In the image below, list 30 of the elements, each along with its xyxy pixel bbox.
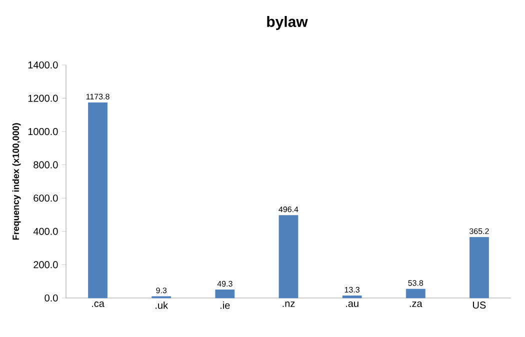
bar <box>406 288 426 298</box>
data-label: 53.8 <box>408 280 424 286</box>
y-tick-label: 0.0 <box>44 294 58 302</box>
y-tick-label: 400.0 <box>33 228 58 235</box>
data-label: 9.3 <box>156 288 167 294</box>
x-tick-label: .nz <box>282 302 295 307</box>
data-label: 13.3 <box>344 286 360 293</box>
data-label: 365.2 <box>469 228 489 234</box>
x-tick-label: .au <box>346 302 358 307</box>
y-tick-label: 1000.0 <box>28 128 58 136</box>
y-axis-title: Frequency index (x100,000) <box>12 123 21 240</box>
y-tick-label: 600.0 <box>34 194 58 202</box>
bar <box>88 102 108 298</box>
bar <box>342 296 362 298</box>
x-tick-label: US <box>473 302 486 309</box>
x-tick-label: .ca <box>92 302 104 307</box>
x-tick-label: .uk <box>156 302 168 309</box>
data-label: 49.3 <box>217 280 232 287</box>
y-tick-label: 1400.0 <box>28 61 58 69</box>
data-label: 1173.8 <box>86 94 110 100</box>
data-label: 496.4 <box>278 206 298 212</box>
bar <box>215 290 235 298</box>
y-tick-label: 1200.0 <box>28 94 58 102</box>
chart-title: bylaw <box>267 16 308 30</box>
bar <box>470 237 489 298</box>
bar <box>278 215 298 298</box>
x-tick-label: .ie <box>220 302 230 309</box>
y-tick-label: 800.0 <box>34 161 58 168</box>
x-tick-label: .za <box>410 302 422 307</box>
y-tick-label: 200.0 <box>34 261 58 268</box>
